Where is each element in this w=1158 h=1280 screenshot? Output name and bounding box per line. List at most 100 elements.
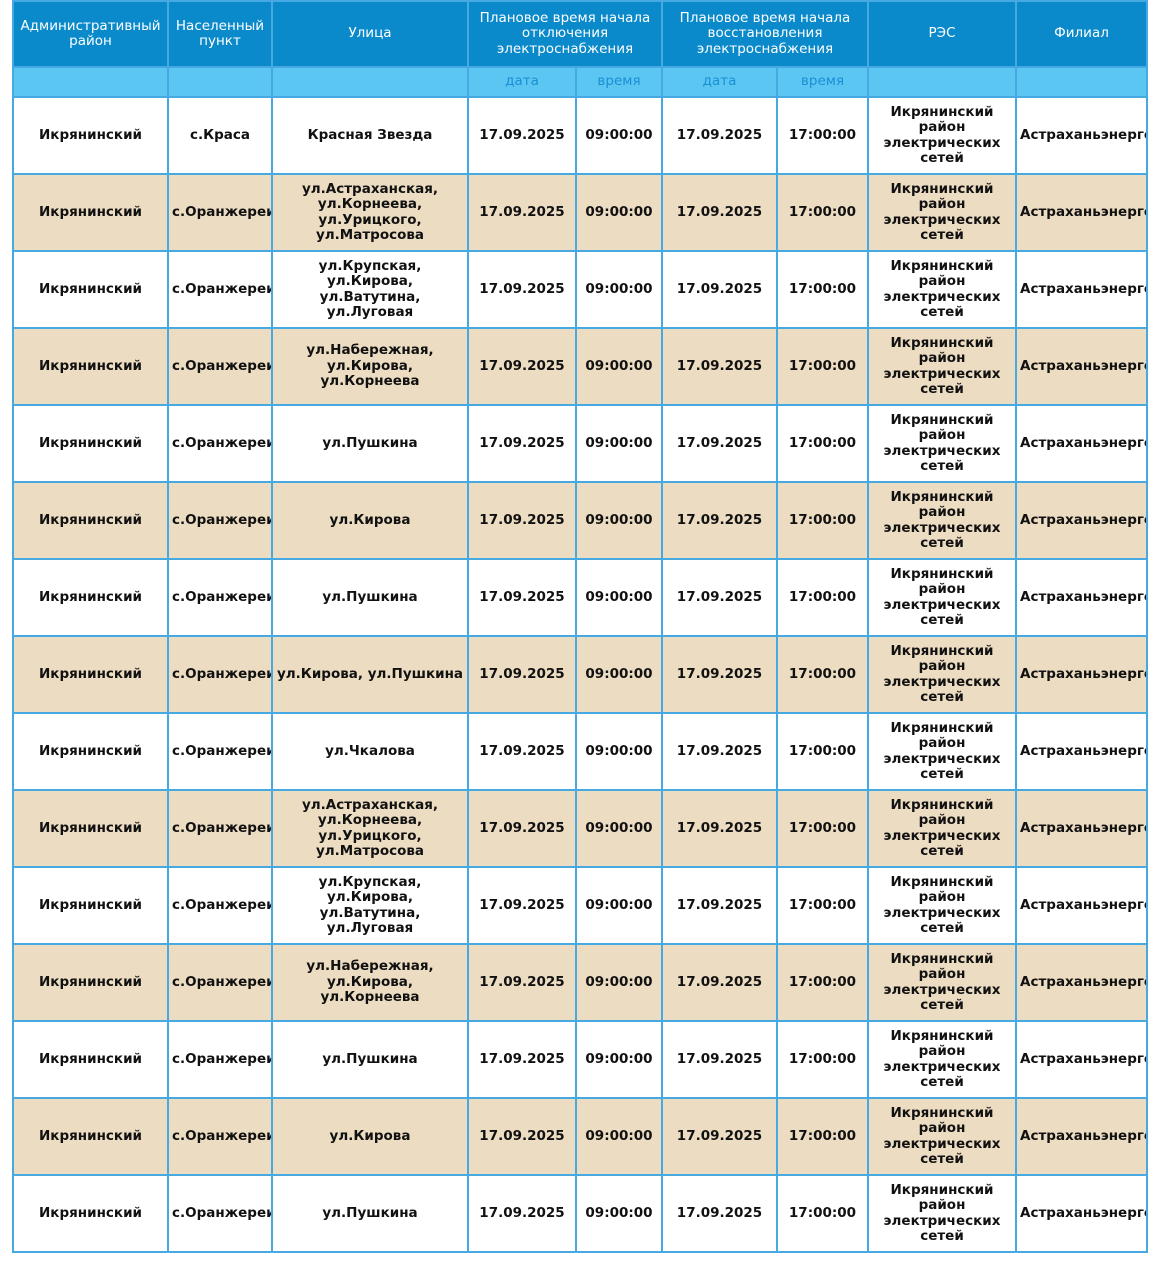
data-cell: Астраханьэнерго — [1015, 250, 1148, 329]
data-cell: 17.09.2025 — [661, 712, 778, 791]
data-cell: 17.09.2025 — [661, 96, 778, 175]
subheader-cell: время — [776, 66, 869, 98]
data-cell: Астраханьэнерго — [1015, 789, 1148, 868]
data-cell: Астраханьэнерго — [1015, 1097, 1148, 1176]
subheader-empty — [271, 66, 469, 98]
data-cell: Икрянинский — [12, 1174, 169, 1253]
data-cell: ул.Астраханская, ул.Корнеева, ул.Урицког… — [271, 173, 469, 252]
data-cell: ул.Пушкина — [271, 558, 469, 637]
data-cell: Икрянинский — [12, 789, 169, 868]
data-cell: Икрянинский — [12, 712, 169, 791]
data-cell: Икрянинский район электрических сетей — [867, 1020, 1017, 1099]
data-cell: 09:00:00 — [575, 1020, 663, 1099]
data-cell: 17.09.2025 — [467, 558, 577, 637]
data-cell: 17:00:00 — [776, 481, 869, 560]
subheader-cell: дата — [467, 66, 577, 98]
data-cell: Икрянинский — [12, 558, 169, 637]
data-cell: ул.Пушкина — [271, 1174, 469, 1253]
data-cell: 09:00:00 — [575, 404, 663, 483]
data-cell: 17:00:00 — [776, 712, 869, 791]
data-cell: с.Оранжереи — [167, 1097, 273, 1176]
data-cell: ул.Набережная, ул.Кирова, ул.Корнеева — [271, 943, 469, 1022]
data-cell: Астраханьэнерго — [1015, 173, 1148, 252]
subheader-cell: время — [575, 66, 663, 98]
data-cell: 09:00:00 — [575, 789, 663, 868]
data-cell: 09:00:00 — [575, 635, 663, 714]
subheader-empty — [167, 66, 273, 98]
data-cell: 09:00:00 — [575, 250, 663, 329]
header-cell: Плановое время начала отключения электро… — [467, 0, 663, 68]
data-cell: с.Оранжереи — [167, 712, 273, 791]
data-cell: Икрянинский — [12, 866, 169, 945]
data-cell: ул.Кирова — [271, 1097, 469, 1176]
data-cell: Икрянинский — [12, 481, 169, 560]
data-row: Икрянинский с.Оранжереи ул.Пушкина 17.09.20… — [12, 404, 1148, 483]
data-cell: 17:00:00 — [776, 1174, 869, 1253]
table-body: Икрянинский с.Краса Красная Звезда 17.09.20… — [12, 96, 1148, 1253]
data-cell: 17.09.2025 — [661, 1174, 778, 1253]
data-cell: 17.09.2025 — [467, 943, 577, 1022]
data-cell: ул.Набережная, ул.Кирова, ул.Корнеева — [271, 327, 469, 406]
data-cell: ул.Пушкина — [271, 1020, 469, 1099]
header-cell: Плановое время начала восстановления эле… — [661, 0, 869, 68]
data-cell: Астраханьэнерго — [1015, 96, 1148, 175]
data-cell: Астраханьэнерго — [1015, 943, 1148, 1022]
data-cell: Астраханьэнерго — [1015, 404, 1148, 483]
header-row: Административный район Населенный пункт … — [12, 0, 1148, 68]
data-cell: 17:00:00 — [776, 1020, 869, 1099]
data-row: Икрянинский с.Оранжереи ул.Кирова 17.09.202… — [12, 481, 1148, 560]
data-cell: 09:00:00 — [575, 712, 663, 791]
data-cell: ул.Крупская, ул.Кирова, ул.Ватутина, ул.… — [271, 866, 469, 945]
data-cell: Икрянинский — [12, 173, 169, 252]
header-cell: Административный район — [12, 0, 169, 68]
data-row: Икрянинский с.Оранжереи ул.Астраханская, у… — [12, 173, 1148, 252]
header-cell: Улица — [271, 0, 469, 68]
data-cell: 17:00:00 — [776, 404, 869, 483]
data-cell: 17.09.2025 — [661, 1020, 778, 1099]
subheader-cell: дата — [661, 66, 778, 98]
data-cell: Астраханьэнерго — [1015, 558, 1148, 637]
data-cell: Икрянинский район электрических сетей — [867, 96, 1017, 175]
data-cell: Икрянинский район электрических сетей — [867, 327, 1017, 406]
data-cell: 09:00:00 — [575, 481, 663, 560]
subheader-empty — [867, 66, 1017, 98]
data-cell: 17:00:00 — [776, 327, 869, 406]
data-cell: Икрянинский район электрических сетей — [867, 789, 1017, 868]
data-cell: Икрянинский район электрических сетей — [867, 866, 1017, 945]
data-row: Икрянинский с.Оранжереи ул.Астраханская, у… — [12, 789, 1148, 868]
data-cell: 17:00:00 — [776, 96, 869, 175]
data-cell: 17:00:00 — [776, 866, 869, 945]
data-cell: 09:00:00 — [575, 327, 663, 406]
data-cell: 17:00:00 — [776, 173, 869, 252]
outage-table: Административный район Населенный пункт … — [12, 0, 1148, 1253]
data-cell: 17.09.2025 — [661, 481, 778, 560]
data-cell: ул.Кирова, ул.Пушкина — [271, 635, 469, 714]
data-cell: Икрянинский — [12, 1097, 169, 1176]
data-cell: 17.09.2025 — [467, 1097, 577, 1176]
data-cell: Икрянинский — [12, 327, 169, 406]
data-cell: 17.09.2025 — [467, 96, 577, 175]
data-cell: Икрянинский район электрических сетей — [867, 481, 1017, 560]
data-row: Икрянинский с.Оранжереи ул.Чкалова 17.09.20… — [12, 712, 1148, 791]
data-row: Икрянинский с.Оранжереи ул.Пушкина 17.09.20… — [12, 1020, 1148, 1099]
data-cell: 09:00:00 — [575, 943, 663, 1022]
subheader-empty — [1015, 66, 1148, 98]
data-cell: 17.09.2025 — [661, 327, 778, 406]
data-cell: 17.09.2025 — [467, 712, 577, 791]
data-cell: 17.09.2025 — [467, 1020, 577, 1099]
data-row: Икрянинский с.Оранжереи ул.Пушкина 17.09.20… — [12, 1174, 1148, 1253]
data-cell: ул.Крупская, ул.Кирова, ул.Ватутина, ул.… — [271, 250, 469, 329]
data-cell: ул.Чкалова — [271, 712, 469, 791]
data-cell: с.Оранжереи — [167, 404, 273, 483]
data-cell: 17.09.2025 — [661, 250, 778, 329]
data-cell: 17:00:00 — [776, 1097, 869, 1176]
data-cell: с.Оранжереи — [167, 1174, 273, 1253]
data-row: Икрянинский с.Оранжереи ул.Набережная, ул.… — [12, 327, 1148, 406]
data-cell: Икрянинский — [12, 1020, 169, 1099]
data-cell: 09:00:00 — [575, 1174, 663, 1253]
data-row: Икрянинский с.Оранжереи ул.Кирова 17.09.202… — [12, 1097, 1148, 1176]
data-cell: Икрянинский район электрических сетей — [867, 1097, 1017, 1176]
data-cell: 17.09.2025 — [661, 866, 778, 945]
data-cell: с.Оранжереи — [167, 250, 273, 329]
